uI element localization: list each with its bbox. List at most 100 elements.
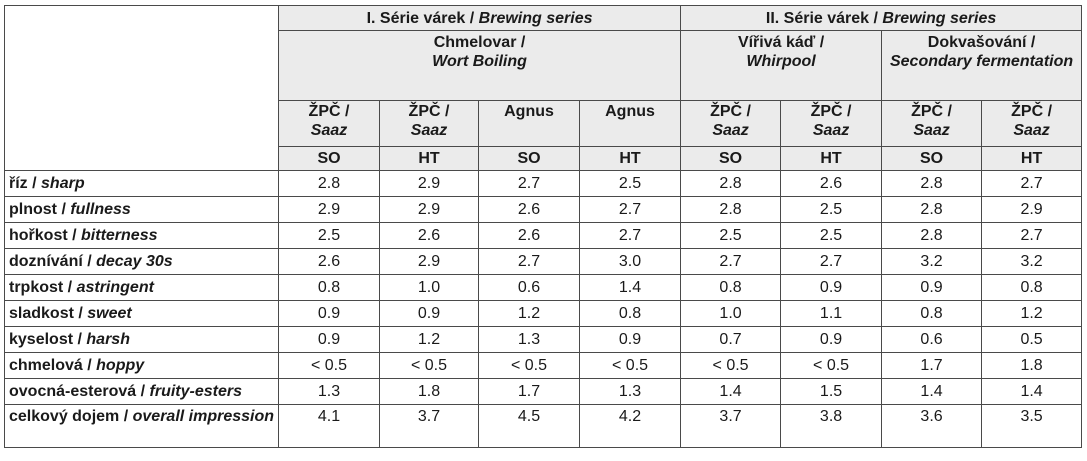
value-cell: 2.7 bbox=[578, 196, 682, 223]
table-row: hořkost / bitterness 2.5 2.6 2.6 2.7 2.5 2.5 2.… bbox=[4, 222, 1083, 249]
value-cell: 2.9 bbox=[278, 196, 380, 223]
value-cell: 2.7 bbox=[680, 248, 782, 275]
value-cell: 1.2 bbox=[478, 300, 580, 327]
value-cell: 2.7 bbox=[478, 248, 580, 275]
value-cell: 2.8 bbox=[680, 196, 782, 223]
value-cell: 2.9 bbox=[981, 196, 1083, 223]
row-label: plnost / fullness bbox=[4, 196, 279, 223]
method-header: SO bbox=[278, 146, 380, 171]
value-cell: 0.8 bbox=[278, 274, 380, 301]
value-cell: 1.0 bbox=[379, 274, 479, 301]
value-cell: 2.5 bbox=[680, 222, 782, 249]
value-cell: 2.9 bbox=[379, 196, 479, 223]
variety-header: ŽPČ / Saaz bbox=[780, 100, 883, 147]
value-cell: 3.7 bbox=[379, 404, 479, 448]
value-cell: 2.6 bbox=[278, 248, 380, 275]
method-header: HT bbox=[379, 146, 479, 171]
value-cell: 1.4 bbox=[578, 274, 682, 301]
value-cell: 1.4 bbox=[881, 378, 983, 405]
value-cell: 0.9 bbox=[379, 300, 479, 327]
value-cell: 1.8 bbox=[981, 352, 1083, 379]
value-cell: 2.8 bbox=[881, 170, 983, 197]
value-cell: 2.5 bbox=[578, 170, 682, 197]
method-header: HT bbox=[780, 146, 883, 171]
value-cell: 0.9 bbox=[780, 274, 883, 301]
value-cell: < 0.5 bbox=[379, 352, 479, 379]
value-cell: 0.8 bbox=[578, 300, 682, 327]
method-header: HT bbox=[981, 146, 1083, 171]
table-row: celkový dojem / overall impression 4.1 3.7… bbox=[4, 404, 1083, 448]
value-cell: 1.7 bbox=[478, 378, 580, 405]
value-cell: 1.2 bbox=[981, 300, 1083, 327]
value-cell: 4.2 bbox=[578, 404, 682, 448]
value-cell: 2.7 bbox=[780, 248, 883, 275]
table-row: trpkost / astringent 0.8 1.0 0.6 1.4 0.8 0.9 0.… bbox=[4, 274, 1083, 301]
value-cell: 2.5 bbox=[278, 222, 380, 249]
value-cell: 2.6 bbox=[780, 170, 883, 197]
table-row: říz / sharp 2.8 2.9 2.7 2.5 2.8 2.6 2.8 2.7 bbox=[4, 170, 1083, 197]
table-row: plnost / fullness 2.9 2.9 2.6 2.7 2.8 2.5 2.8 2.… bbox=[4, 196, 1083, 223]
value-cell: 1.3 bbox=[278, 378, 380, 405]
value-cell: 1.4 bbox=[981, 378, 1083, 405]
value-cell: 2.6 bbox=[379, 222, 479, 249]
row-label: celkový dojem / overall impression bbox=[4, 404, 279, 448]
stage-header: Dokvašování / Secondary fermentation bbox=[881, 30, 1083, 101]
value-cell: 3.2 bbox=[981, 248, 1083, 275]
value-cell: 0.6 bbox=[881, 326, 983, 353]
value-cell: 1.2 bbox=[379, 326, 479, 353]
method-header: SO bbox=[680, 146, 782, 171]
row-label: chmelová / hoppy bbox=[4, 352, 279, 379]
value-cell: 1.3 bbox=[478, 326, 580, 353]
value-cell: 3.6 bbox=[881, 404, 983, 448]
value-cell: 1.3 bbox=[578, 378, 682, 405]
value-cell: 0.9 bbox=[578, 326, 682, 353]
value-cell: 3.8 bbox=[780, 404, 883, 448]
row-label: trpkost / astringent bbox=[4, 274, 279, 301]
table-row: kyselost / harsh 0.9 1.2 1.3 0.9 0.7 0.9 0.6 0.5 bbox=[4, 326, 1083, 353]
method-header: HT bbox=[578, 146, 682, 171]
value-cell: 2.7 bbox=[578, 222, 682, 249]
row-label: ovocná-esterová / fruity-esters bbox=[4, 378, 279, 405]
value-cell: < 0.5 bbox=[578, 352, 682, 379]
value-cell: 0.8 bbox=[680, 274, 782, 301]
value-cell: 1.1 bbox=[780, 300, 883, 327]
value-cell: 2.7 bbox=[478, 170, 580, 197]
variety-header: ŽPČ / Saaz bbox=[881, 100, 983, 147]
value-cell: 2.5 bbox=[780, 222, 883, 249]
row-label: kyselost / harsh bbox=[4, 326, 279, 353]
value-cell: 1.4 bbox=[680, 378, 782, 405]
table-row: doznívání / decay 30s 2.6 2.9 2.7 3.0 2.7 2.7 3… bbox=[4, 248, 1083, 275]
value-cell: 3.0 bbox=[578, 248, 682, 275]
value-cell: 2.8 bbox=[680, 170, 782, 197]
value-cell: 1.8 bbox=[379, 378, 479, 405]
value-cell: 4.5 bbox=[478, 404, 580, 448]
sensory-table: I. Série várek / Brewing series II. Séri… bbox=[4, 5, 1083, 448]
value-cell: 0.9 bbox=[881, 274, 983, 301]
value-cell: 4.1 bbox=[278, 404, 380, 448]
value-cell: < 0.5 bbox=[680, 352, 782, 379]
row-label: hořkost / bitterness bbox=[4, 222, 279, 249]
value-cell: 3.5 bbox=[981, 404, 1083, 448]
method-header: SO bbox=[881, 146, 983, 171]
variety-header: Agnus bbox=[578, 100, 682, 147]
value-cell: 2.5 bbox=[780, 196, 883, 223]
value-cell: 2.8 bbox=[278, 170, 380, 197]
value-cell: 0.6 bbox=[478, 274, 580, 301]
row-label: říz / sharp bbox=[4, 170, 279, 197]
value-cell: 0.5 bbox=[981, 326, 1083, 353]
value-cell: 1.5 bbox=[780, 378, 883, 405]
value-cell: 2.9 bbox=[379, 248, 479, 275]
value-cell: < 0.5 bbox=[780, 352, 883, 379]
group-header: II. Série várek / Brewing series bbox=[680, 5, 1083, 31]
value-cell: 0.8 bbox=[981, 274, 1083, 301]
value-cell: 0.9 bbox=[780, 326, 883, 353]
value-cell: 1.7 bbox=[881, 352, 983, 379]
value-cell: 2.8 bbox=[881, 222, 983, 249]
stage-header: Chmelovar / Wort Boiling bbox=[277, 30, 682, 101]
value-cell: < 0.5 bbox=[278, 352, 380, 379]
variety-header: ŽPČ / Saaz bbox=[379, 100, 479, 147]
table-header: I. Série várek / Brewing series II. Séri… bbox=[4, 5, 1083, 171]
method-header: SO bbox=[478, 146, 580, 171]
value-cell: 3.7 bbox=[680, 404, 782, 448]
value-cell: 0.9 bbox=[278, 300, 380, 327]
